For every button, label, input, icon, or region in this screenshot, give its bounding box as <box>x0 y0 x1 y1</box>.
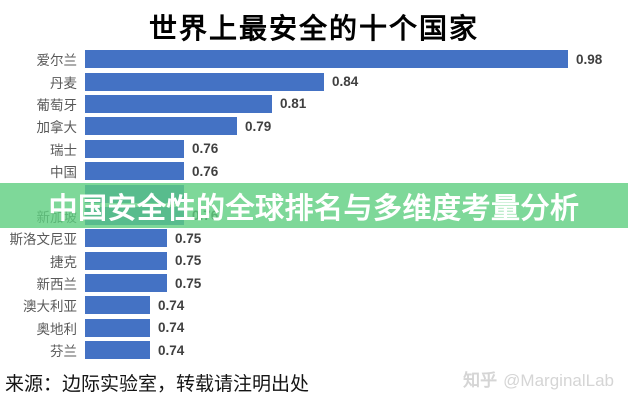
bar-track: 0.79 <box>85 117 628 136</box>
chart-row: 澳大利亚 0.74 <box>0 294 628 316</box>
chart-row: 捷克 0.75 <box>0 250 628 272</box>
source-attribution: 来源：边际实验室，转载请注明出处 <box>5 374 310 395</box>
category-label: 葡萄牙 <box>36 97 78 113</box>
bar-track: 0.74 <box>85 296 628 315</box>
value-label: 0.79 <box>245 118 272 134</box>
value-label: 0.75 <box>175 253 202 269</box>
bar <box>85 296 150 315</box>
bar <box>85 50 568 69</box>
category-label: 中国 <box>50 165 77 181</box>
chart-row: 葡萄牙 0.81 <box>0 93 628 115</box>
bar-track: 0.75 <box>85 251 628 270</box>
bar-track: 0.75 <box>85 274 628 293</box>
watermark-handle: @MarginalLab <box>503 371 614 390</box>
bar <box>85 94 272 113</box>
bar <box>85 251 167 270</box>
value-label: 0.81 <box>280 96 307 112</box>
category-label: 新西兰 <box>36 277 78 293</box>
bar-track: 0.98 <box>85 50 628 69</box>
bar <box>85 318 150 337</box>
chart-row: 加拿大 0.79 <box>0 115 628 137</box>
bar-track: 0.76 <box>85 162 628 181</box>
bar <box>85 162 184 181</box>
overlay-banner: 中国安全性的全球排名与多维度考量分析 <box>0 183 628 228</box>
category-label: 奥地利 <box>36 321 78 337</box>
bar-track: 0.74 <box>85 318 628 337</box>
watermark: 知乎 @MarginalLab <box>463 366 614 391</box>
bar <box>85 229 167 248</box>
overlay-banner-text: 中国安全性的全球排名与多维度考量分析 <box>48 192 580 225</box>
chart-row: 爱尔兰 0.98 <box>0 48 628 70</box>
chart-row: 奥地利 0.74 <box>0 317 628 339</box>
bar <box>85 139 184 158</box>
value-label: 0.74 <box>158 320 185 336</box>
value-label: 0.76 <box>192 141 219 157</box>
bar-track: 0.81 <box>85 94 628 113</box>
category-label: 澳大利亚 <box>23 299 77 315</box>
value-label: 0.74 <box>158 342 185 358</box>
chart-title: 世界上最安全的十个国家 <box>148 13 479 44</box>
category-label: 加拿大 <box>36 120 78 136</box>
bar <box>85 274 167 293</box>
watermark-brand: 知乎 <box>463 371 498 390</box>
value-label: 0.75 <box>175 230 202 246</box>
category-label: 瑞士 <box>50 142 77 158</box>
value-label: 0.74 <box>158 297 185 313</box>
chart-row: 斯洛文尼亚 0.75 <box>0 227 628 249</box>
bar-track: 0.84 <box>85 72 628 91</box>
chart-row: 新西兰 0.75 <box>0 272 628 294</box>
chart-row: 丹麦 0.84 <box>0 70 628 92</box>
bar-track: 0.75 <box>85 229 628 248</box>
category-label: 芬兰 <box>50 344 77 360</box>
bar <box>85 72 324 91</box>
category-label: 爱尔兰 <box>36 53 78 69</box>
value-label: 0.75 <box>175 275 202 291</box>
value-label: 0.98 <box>576 51 603 67</box>
value-label: 0.84 <box>332 74 359 90</box>
chart-row: 中国 0.76 <box>0 160 628 182</box>
bar-track: 0.74 <box>85 341 628 360</box>
bar <box>85 341 150 360</box>
chart-row: 瑞士 0.76 <box>0 138 628 160</box>
value-label: 0.76 <box>192 163 219 179</box>
category-label: 丹麦 <box>50 75 77 91</box>
bar-track: 0.76 <box>85 139 628 158</box>
chart-row: 芬兰 0.74 <box>0 339 628 361</box>
category-label: 捷克 <box>50 254 77 270</box>
category-label: 斯洛文尼亚 <box>9 232 78 248</box>
bar <box>85 117 237 136</box>
